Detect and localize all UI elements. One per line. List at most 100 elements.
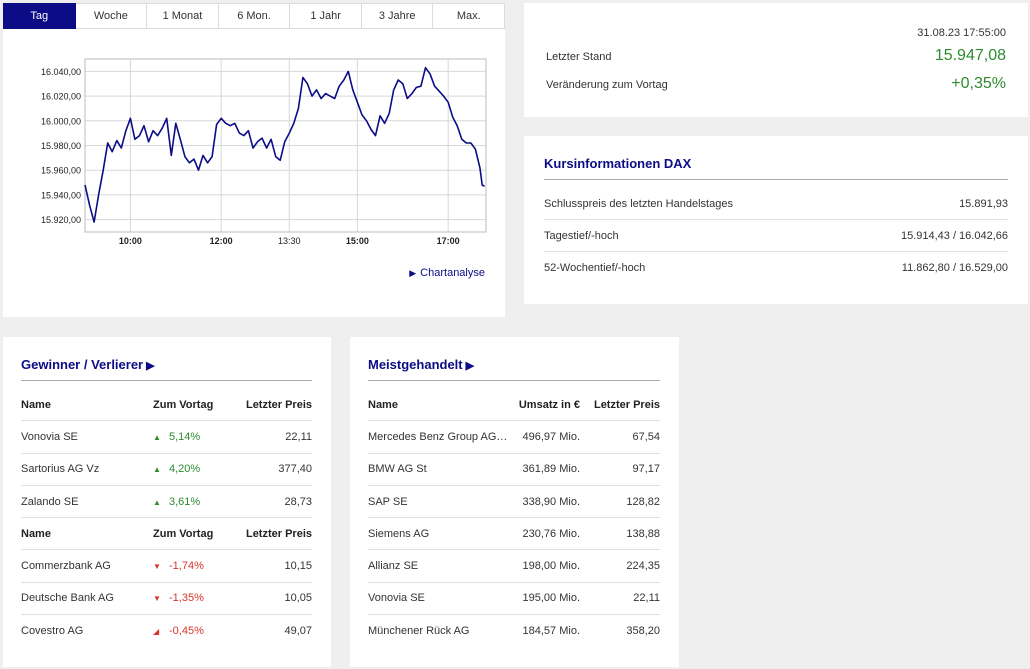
info-row: 52-Wochentief/-hoch 11.862,80 / 16.529,0…: [544, 252, 1008, 284]
divider: [21, 380, 312, 381]
table-row[interactable]: Allianz SE 198,00 Mio. 224,35: [368, 550, 660, 583]
most-traded-title: Meistgehandelt: [368, 357, 463, 372]
y-tick-label: 16.000,00: [41, 116, 81, 126]
x-tick-label: 15:00: [346, 236, 369, 246]
change-value: +0,35%: [951, 75, 1006, 92]
stock-price: 128,82: [626, 495, 660, 508]
y-tick-label: 15.980,00: [41, 141, 81, 151]
stock-price: 358,20: [626, 625, 660, 638]
x-tick-label: 12:00: [210, 236, 233, 246]
col-header-change: Zum Vortag: [153, 527, 214, 540]
x-tick-label: 10:00: [119, 236, 142, 246]
stock-change-value: 3,61%: [169, 495, 201, 508]
last-price-label: Letzter Stand: [546, 51, 612, 63]
stock-change: ◢ -0,45%: [153, 625, 223, 637]
down-triangle-icon: ▼: [153, 594, 161, 604]
up-triangle-icon: ▲: [153, 497, 161, 507]
table-header-row: Name Umsatz in € Letzter Preis: [368, 389, 660, 422]
col-header-price: Letzter Preis: [245, 527, 312, 540]
stock-change-value: -1,74%: [169, 560, 204, 573]
table-row[interactable]: Commerzbank AG ▼ -1,74% 10,15: [21, 550, 312, 583]
most-traded-title-link[interactable]: Meistgehandelt ▶: [368, 357, 474, 372]
quote-panel: 31.08.23 17:55:00 Letzter Stand 15.947,0…: [524, 3, 1028, 117]
stock-change: ▲ 5,14%: [153, 431, 223, 443]
stock-price: 10,05: [284, 592, 312, 605]
table-row[interactable]: Mercedes Benz Group AG ... 496,97 Mio. 67,…: [368, 421, 660, 454]
x-tick-label: 13:30: [278, 236, 301, 246]
col-header-change: Zum Vortag: [153, 398, 214, 411]
info-label: Schlusspreis des letzten Handelstages: [544, 197, 733, 210]
down-right-triangle-icon: ◢: [153, 627, 160, 637]
tab-max[interactable]: Max.: [433, 3, 506, 29]
stock-change: ▼ -1,35%: [153, 592, 223, 604]
info-label: 52-Wochentief/-hoch: [544, 262, 646, 274]
chartanalyse-label: Chartanalyse: [420, 267, 485, 279]
stock-price: 22,11: [633, 592, 660, 605]
table-row[interactable]: SAP SE 338,90 Mio. 128,82: [368, 486, 660, 519]
tab-1-monat[interactable]: 1 Monat: [147, 3, 219, 29]
tab-6-mon[interactable]: 6 Mon.: [218, 3, 291, 29]
table-row[interactable]: Zalando SE ▲ 3,61% 28,73: [21, 486, 312, 519]
info-row: Schlusspreis des letzten Handelstages 15…: [544, 188, 1008, 220]
col-header-name: Name: [21, 527, 51, 540]
quote-timestamp: 31.08.23 17:55:00: [917, 27, 1006, 39]
stock-volume: 184,57 Mio.: [522, 625, 580, 638]
stock-name: BMW AG St: [368, 463, 427, 476]
table-header-row: Name Zum Vortag Letzter Preis: [21, 389, 312, 422]
change-label: Veränderung zum Vortag: [546, 79, 668, 91]
table-row[interactable]: Münchener Rück AG 184,57 Mio. 358,20: [368, 615, 660, 647]
info-value: 15.914,43 / 16.042,66: [900, 229, 1008, 242]
stock-name: Münchener Rück AG: [368, 625, 470, 638]
stock-volume: 230,76 Mio.: [522, 527, 580, 540]
stock-change: ▲ 4,20%: [153, 463, 223, 475]
gainers-losers-title-link[interactable]: Gewinner / Verlierer ▶: [21, 357, 155, 372]
y-tick-label: 16.040,00: [41, 67, 81, 77]
stock-name: Vonovia SE: [21, 430, 78, 443]
stock-name: Allianz SE: [368, 560, 419, 573]
price-info-title: Kursinformationen DAX: [544, 156, 692, 171]
info-value: 11.862,80 / 16.529,00: [901, 262, 1008, 274]
stock-volume: 338,90 Mio.: [522, 495, 580, 508]
stock-price: 224,35: [626, 560, 660, 573]
last-price-row: Letzter Stand 15.947,08: [546, 47, 1006, 65]
chartanalyse-link[interactable]: ▶ Chartanalyse: [409, 267, 485, 279]
tab-woche[interactable]: Woche: [75, 3, 148, 29]
col-header-name: Name: [368, 398, 398, 411]
stock-price: 67,54: [632, 430, 660, 443]
x-tick-label: 17:00: [437, 236, 460, 246]
table-row[interactable]: Sartorius AG Vz ▲ 4,20% 377,40: [21, 454, 312, 486]
play-triangle-icon: ▶: [465, 360, 475, 372]
stock-change-value: 4,20%: [169, 463, 201, 476]
most-traded-table: Name Umsatz in € Letzter Preis Mercedes …: [368, 389, 660, 647]
most-traded-panel: Meistgehandelt ▶ Name Umsatz in € Letzter…: [350, 337, 679, 667]
info-value: 15.891,93: [959, 197, 1008, 210]
tab-1-jahr[interactable]: 1 Jahr: [290, 3, 362, 29]
plot-frame: [84, 58, 487, 233]
col-header-name: Name: [21, 398, 51, 411]
col-header-price: Letzter Preis: [593, 398, 660, 411]
table-row[interactable]: Covestro AG ◢ -0,45% 49,07: [21, 615, 312, 647]
stock-price: 22,11: [285, 430, 312, 443]
y-tick-label: 15.960,00: [41, 166, 81, 176]
change-row: Veränderung zum Vortag +0,35%: [546, 75, 1006, 93]
stock-name: Zalando SE: [21, 495, 79, 508]
up-triangle-icon: ▲: [153, 465, 161, 475]
stock-name: Deutsche Bank AG: [21, 592, 114, 605]
info-row: Tagestief/-hoch 15.914,43 / 16.042,66: [544, 220, 1008, 252]
tab-tag[interactable]: Tag: [3, 3, 76, 29]
up-triangle-icon: ▲: [153, 432, 161, 442]
table-row[interactable]: Vonovia SE 195,00 Mio. 22,11: [368, 583, 660, 616]
dax-series-line: [84, 66, 485, 223]
col-header-price: Letzter Preis: [245, 398, 312, 411]
table-row[interactable]: BMW AG St 361,89 Mio. 97,17: [368, 454, 660, 486]
table-row[interactable]: Deutsche Bank AG ▼ -1,35% 10,05: [21, 583, 312, 616]
stock-change-value: 5,14%: [169, 430, 201, 443]
stock-volume: 496,97 Mio.: [522, 430, 580, 443]
chart-panel: Tag Woche 1 Monat 6 Mon. 1 Jahr 3 Jahre Max. 1…: [3, 3, 506, 317]
stock-price: 10,15: [284, 560, 312, 573]
info-label: Tagestief/-hoch: [544, 229, 619, 242]
table-row[interactable]: Vonovia SE ▲ 5,14% 22,11: [21, 421, 312, 454]
gainers-losers-table: Name Zum Vortag Letzter Preis Vonovia SE…: [21, 389, 312, 647]
table-row[interactable]: Siemens AG 230,76 Mio. 138,88: [368, 518, 660, 551]
tab-3-jahre[interactable]: 3 Jahre: [361, 3, 434, 29]
